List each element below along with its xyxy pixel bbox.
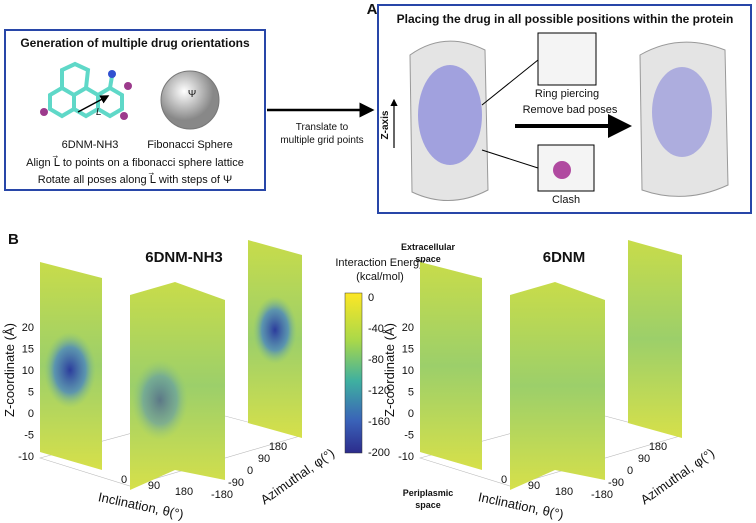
z-tick-label: 180 <box>269 441 287 453</box>
label: Fibonacci Sphere <box>147 139 233 151</box>
colorbar-tick-label: -200 <box>368 447 390 459</box>
colorbar-tick-label: -120 <box>368 385 390 397</box>
heatmap <box>420 262 482 470</box>
y-tick-label: -10 <box>18 451 34 463</box>
plot-title: 6DNM-NH3 <box>145 249 223 266</box>
connector <box>481 149 539 169</box>
y-tick-label: 0 <box>28 408 34 420</box>
x-axis-label: Inclination, θ(°) <box>97 489 185 522</box>
arrow-label: Translate to <box>296 122 349 133</box>
x-tick-label: 0 <box>501 474 507 486</box>
heatmap <box>628 240 682 438</box>
panel-label: A <box>367 1 378 18</box>
low-energy-region <box>253 296 297 364</box>
axis-label: Z-axis <box>380 110 391 139</box>
y-axis-label: Z-coordinate (Å) <box>382 323 397 417</box>
box <box>377 4 752 214</box>
box <box>4 29 266 191</box>
heatmap <box>510 282 605 490</box>
colorbar <box>344 292 363 454</box>
box-title: Placing the drug in all possible positio… <box>397 12 734 26</box>
connector <box>481 59 539 106</box>
z-tick-label: 180 <box>649 441 667 453</box>
x-axis-label: Inclination, θ(°) <box>477 489 565 522</box>
z-tick-label: -180 <box>211 489 233 501</box>
z-tick-label: 90 <box>258 453 270 465</box>
atom <box>40 108 48 116</box>
z-tick-label: -90 <box>228 477 244 489</box>
text-line: Rotate all poses along L⃗ with steps of … <box>38 172 232 186</box>
z-tick-label: -90 <box>608 477 624 489</box>
protein <box>409 40 729 201</box>
low-energy-region <box>132 360 188 440</box>
region-label: Extracellular <box>401 242 456 252</box>
x-tick-label: 180 <box>555 486 573 498</box>
vector <box>77 95 110 113</box>
angle-label: Ψ <box>188 89 196 100</box>
y-tick-label: 10 <box>22 365 34 377</box>
plot-title: 6DNM <box>543 249 586 266</box>
y-tick-label: 20 <box>402 322 414 334</box>
y-tick-label: 0 <box>408 408 414 420</box>
inset-label: Ring piercing <box>535 88 599 100</box>
x-tick-label: 0 <box>121 474 127 486</box>
colorbar-tick-label: -80 <box>368 354 384 366</box>
molecule <box>48 61 124 119</box>
colorbar-title: (kcal/mol) <box>356 271 404 283</box>
y-tick-label: -5 <box>24 430 34 442</box>
colorbar-title: Interaction Energy <box>335 257 425 269</box>
y-tick-label: 15 <box>402 344 414 356</box>
colorbar-tick-label: -160 <box>368 416 390 428</box>
text-line: Align L⃗ to points on a fibonacci sphere… <box>26 155 244 169</box>
y-axis-label: Z-coordinate (Å) <box>2 323 17 417</box>
inset <box>537 32 597 86</box>
atom <box>124 82 132 90</box>
colorbar-tick-label: -40 <box>368 323 384 335</box>
z-tick-label: 90 <box>638 453 650 465</box>
arrow-label: Remove bad poses <box>523 104 618 116</box>
y-tick-label: 10 <box>402 365 414 377</box>
y-tick-label: -5 <box>404 430 414 442</box>
y-tick-label: 5 <box>28 387 34 399</box>
z-tick-label: -180 <box>591 489 613 501</box>
z-tick-label: 0 <box>627 465 633 477</box>
x-tick-label: 90 <box>148 480 160 492</box>
region-label: space <box>415 254 441 264</box>
y-tick-label: 20 <box>22 322 34 334</box>
label: 6DNM-NH3 <box>62 139 119 151</box>
clash-atom <box>553 161 571 179</box>
colorbar-tick-label: 0 <box>368 292 374 304</box>
region-label: space <box>415 500 441 510</box>
vector-label: L <box>96 107 102 118</box>
inset-label: Clash <box>552 194 580 206</box>
atom <box>120 112 128 120</box>
region-label: Periplasmic <box>403 488 454 498</box>
box-title: Generation of multiple drug orientations <box>20 36 250 50</box>
y-tick-label: 15 <box>22 344 34 356</box>
panel-label: B <box>8 231 19 248</box>
arrow-label: multiple grid points <box>280 135 363 146</box>
y-tick-label: 5 <box>408 387 414 399</box>
low-energy-region <box>44 332 96 408</box>
y-tick-label: -10 <box>398 451 414 463</box>
x-tick-label: 90 <box>528 480 540 492</box>
atom <box>108 70 116 78</box>
x-tick-label: 180 <box>175 486 193 498</box>
sphere <box>160 70 220 130</box>
z-tick-label: 0 <box>247 465 253 477</box>
